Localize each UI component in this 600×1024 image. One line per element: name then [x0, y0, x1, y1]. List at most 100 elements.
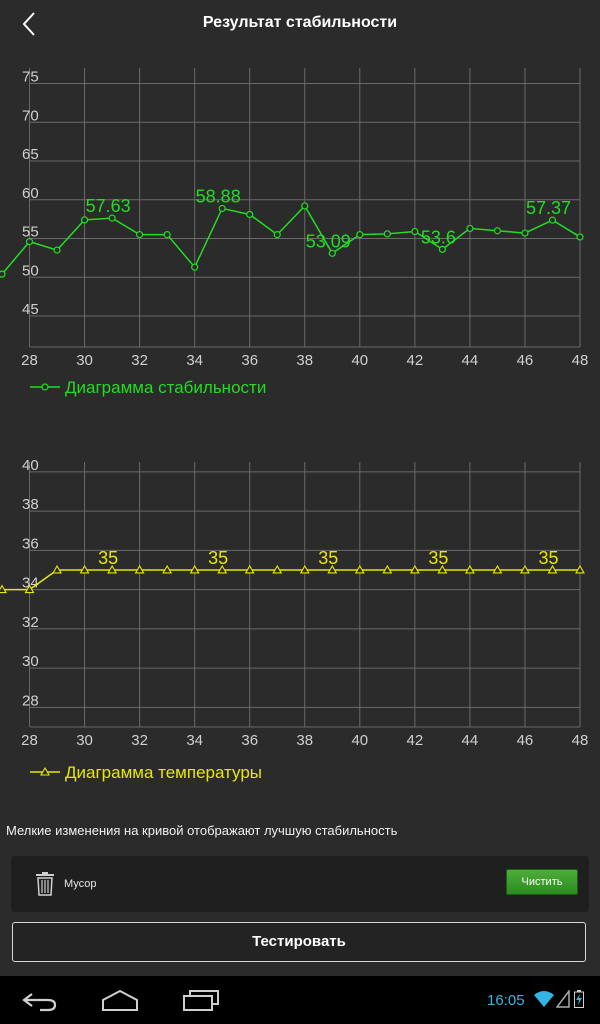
nav-recents-icon[interactable] — [182, 988, 220, 1012]
temperature-x-tick: 32 — [131, 732, 148, 749]
wifi-icon — [534, 991, 554, 1007]
stability-point — [163, 231, 171, 239]
temperature-legend-marker — [40, 766, 50, 776]
stability-data-label: 53.6 — [421, 227, 456, 247]
stability-x-tick: 34 — [186, 352, 203, 369]
stability-x-tick: 32 — [131, 352, 148, 369]
stability-point — [301, 202, 309, 210]
nav-home-icon[interactable] — [101, 988, 139, 1012]
temperature-point — [217, 564, 228, 574]
stability-point — [328, 249, 336, 257]
temperature-x-tick: 38 — [296, 732, 313, 749]
stability-x-tick: 40 — [351, 352, 368, 369]
status-time: 16:05 — [487, 992, 525, 1009]
stability-point — [466, 224, 474, 233]
stability-point — [191, 263, 199, 271]
stability-chart-svg: 28 30 32 34 36 38 40 42 44 46 48 45 50 55 60 65 70 75 57.6… — [0, 68, 589, 397]
chevron-left-icon[interactable] — [18, 10, 42, 38]
temperature-point — [107, 564, 118, 574]
temperature-x-tick: 34 — [186, 732, 203, 749]
junk-panel: Мусор Чистить — [11, 856, 589, 912]
junk-label: Мусор — [64, 878, 97, 890]
clean-button[interactable]: Чистить — [506, 869, 578, 895]
stability-x-tick: 42 — [407, 352, 424, 369]
temperature-point — [0, 584, 7, 594]
stability-legend-marker — [41, 383, 49, 391]
temperature-point — [272, 564, 283, 574]
stability-point — [356, 231, 364, 239]
test-button[interactable]: Тестировать — [12, 922, 586, 962]
stability-point — [576, 233, 584, 241]
temperature-x-tick: 48 — [572, 732, 589, 749]
temperature-point — [520, 564, 530, 574]
stability-x-tick: 44 — [462, 352, 479, 369]
stability-point — [0, 270, 6, 278]
stability-point — [438, 245, 446, 253]
temperature-x-tick: 42 — [407, 732, 424, 749]
temperature-chart: 28 30 32 34 36 38 40 42 44 46 48 28 30 32 34 36 38 40 35 35… — [0, 440, 600, 790]
temperature-data-label: 35 — [428, 548, 448, 568]
stability-x-tick: 28 — [21, 352, 38, 369]
temperature-point — [79, 564, 90, 574]
stability-point — [80, 216, 89, 224]
stability-point — [411, 227, 419, 236]
stability-point — [25, 238, 34, 246]
stability-data-label: 57.37 — [526, 198, 571, 218]
temperature-y-tick: 30 — [22, 653, 39, 670]
temperature-point — [382, 564, 393, 574]
stability-y-tick: 50 — [22, 262, 39, 279]
temperature-point — [162, 564, 173, 574]
temperature-point — [464, 564, 475, 574]
stability-x-tick: 30 — [76, 352, 93, 369]
temperature-point — [437, 564, 448, 574]
temperature-chart-svg: 28 30 32 34 36 38 40 42 44 46 48 28 30 32 34 36 38 40 35 35… — [0, 457, 589, 782]
stability-data-label: 53.09 — [306, 231, 351, 251]
temperature-point — [299, 564, 310, 574]
temperature-x-tick: 40 — [351, 732, 368, 749]
stability-point — [383, 230, 391, 238]
stability-data-label: 58.88 — [196, 186, 241, 206]
stability-x-tick: 38 — [296, 352, 313, 369]
stability-y-tick: 60 — [22, 185, 39, 202]
temperature-y-tick: 32 — [22, 614, 39, 631]
stability-data-label: 57.63 — [86, 196, 131, 216]
temperature-point — [134, 564, 145, 574]
temperature-y-tick: 40 — [22, 457, 39, 474]
stability-legend-label: Диаграмма стабильности — [65, 378, 266, 397]
temperature-x-tick: 30 — [76, 732, 93, 749]
temperature-data-label: 35 — [318, 548, 338, 568]
temperature-y-tick: 28 — [22, 692, 39, 709]
stability-point — [548, 216, 557, 224]
temperature-point — [409, 564, 420, 574]
stability-y-tick: 70 — [22, 107, 39, 124]
stability-point — [136, 231, 144, 239]
temperature-point — [492, 564, 503, 574]
stability-point — [53, 246, 61, 254]
stability-chart: 28 30 32 34 36 38 40 42 44 46 48 45 50 55 60 65 70 75 57.6… — [0, 60, 600, 400]
temperature-data-label: 35 — [538, 548, 558, 568]
temperature-point — [547, 564, 558, 574]
navigation-bar: 16:05 — [0, 976, 600, 1024]
stability-x-tick: 46 — [517, 352, 534, 369]
stability-note: Мелкие изменения на кривой отображают лу… — [6, 823, 398, 838]
stability-point — [493, 227, 502, 235]
stability-point — [273, 231, 281, 239]
temperature-data-label: 35 — [98, 548, 118, 568]
temperature-point — [189, 564, 200, 574]
temperature-y-tick: 38 — [22, 496, 39, 513]
stability-point — [246, 210, 254, 219]
temperature-y-tick: 34 — [22, 575, 39, 592]
temperature-x-tick: 36 — [241, 732, 258, 749]
page-title: Результат стабильности — [202, 14, 398, 31]
temperature-x-tick: 44 — [462, 732, 479, 749]
temperature-point — [244, 564, 255, 574]
temperature-point — [575, 564, 585, 574]
battery-charging-icon — [574, 990, 584, 1008]
stability-y-tick: 45 — [22, 301, 39, 318]
stability-point — [521, 229, 529, 237]
temperature-x-tick: 46 — [517, 732, 534, 749]
stability-y-tick: 75 — [22, 69, 39, 86]
nav-back-icon[interactable] — [22, 988, 58, 1012]
stability-point — [108, 214, 116, 222]
stability-x-tick: 48 — [572, 352, 589, 369]
